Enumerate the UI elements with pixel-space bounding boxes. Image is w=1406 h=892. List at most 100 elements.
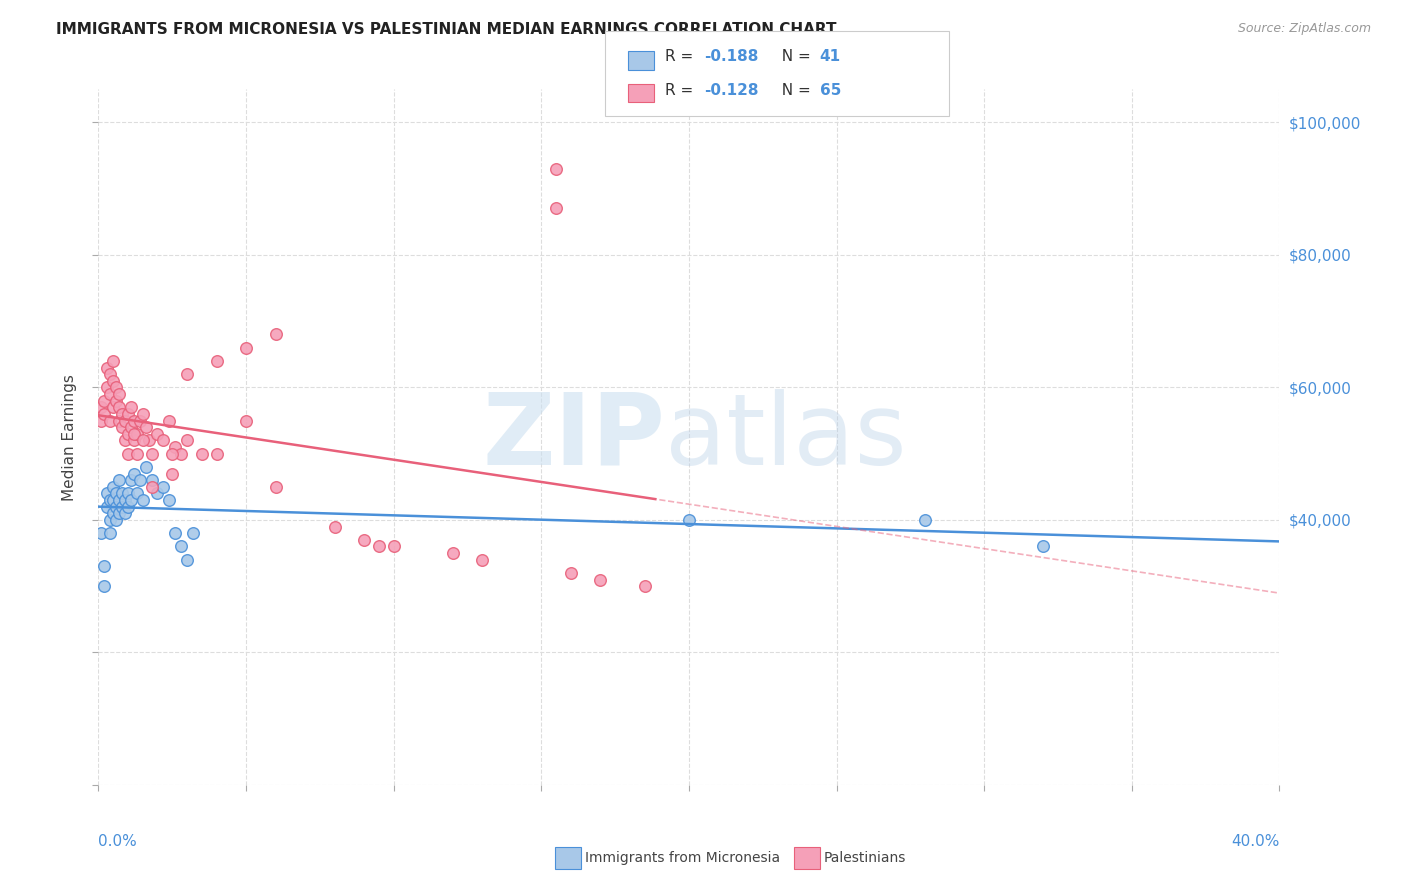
Point	[141, 480, 163, 494]
Text: Source: ZipAtlas.com: Source: ZipAtlas.com	[1237, 22, 1371, 36]
Point	[165, 440, 187, 454]
Point	[90, 526, 112, 541]
Point	[96, 486, 118, 500]
Point	[117, 500, 139, 514]
Point	[678, 513, 700, 527]
Point	[117, 447, 139, 461]
Point	[914, 513, 936, 527]
Point	[105, 380, 128, 394]
Point	[135, 459, 157, 474]
Point	[138, 434, 160, 448]
Text: N =: N =	[772, 83, 815, 98]
Point	[96, 360, 118, 375]
Point	[132, 434, 155, 448]
Point	[90, 401, 112, 415]
Point	[114, 506, 136, 520]
Point	[170, 447, 193, 461]
Point	[323, 519, 346, 533]
Point	[117, 486, 139, 500]
Point	[120, 473, 142, 487]
Point	[108, 493, 131, 508]
Point	[98, 413, 121, 427]
Point	[264, 480, 287, 494]
Text: N =: N =	[772, 49, 815, 64]
Text: Immigrants from Micronesia: Immigrants from Micronesia	[585, 851, 780, 865]
Point	[98, 367, 121, 381]
Point	[633, 579, 655, 593]
Point	[111, 407, 134, 421]
Point	[122, 426, 145, 441]
Point	[128, 473, 150, 487]
Point	[105, 393, 128, 408]
Point	[105, 486, 128, 500]
Text: R =: R =	[665, 49, 699, 64]
Point	[93, 559, 115, 574]
Point	[117, 407, 139, 421]
Point	[103, 401, 125, 415]
Point	[165, 526, 187, 541]
Point	[157, 493, 180, 508]
Point	[111, 500, 134, 514]
Point	[125, 426, 148, 441]
Point	[191, 447, 214, 461]
Point	[128, 413, 150, 427]
Text: ZIP: ZIP	[482, 389, 665, 485]
Point	[205, 447, 228, 461]
Point	[98, 387, 121, 401]
Point	[108, 401, 131, 415]
Point	[90, 413, 112, 427]
Point	[471, 552, 494, 566]
Point	[114, 434, 136, 448]
Text: -0.128: -0.128	[704, 83, 759, 98]
Point	[152, 434, 174, 448]
Text: IMMIGRANTS FROM MICRONESIA VS PALESTINIAN MEDIAN EARNINGS CORRELATION CHART: IMMIGRANTS FROM MICRONESIA VS PALESTINIA…	[56, 22, 837, 37]
Text: -0.188: -0.188	[704, 49, 759, 64]
Point	[114, 493, 136, 508]
Text: 41: 41	[820, 49, 841, 64]
Point	[162, 467, 183, 481]
Point	[117, 426, 139, 441]
Point	[108, 413, 131, 427]
Point	[111, 486, 134, 500]
Text: 0.0%: 0.0%	[98, 834, 138, 848]
Point	[98, 493, 121, 508]
Point	[441, 546, 464, 560]
Text: 40.0%: 40.0%	[1232, 834, 1279, 848]
Point	[560, 566, 582, 580]
Point	[98, 513, 121, 527]
Text: R =: R =	[665, 83, 699, 98]
Point	[132, 407, 155, 421]
Point	[176, 367, 198, 381]
Point	[122, 413, 145, 427]
Point	[152, 480, 174, 494]
Text: 65: 65	[820, 83, 841, 98]
Point	[103, 480, 125, 494]
Point	[141, 473, 163, 487]
Point	[1032, 540, 1054, 554]
Point	[120, 401, 142, 415]
Point	[122, 434, 145, 448]
Text: Palestinians: Palestinians	[824, 851, 907, 865]
Point	[103, 493, 125, 508]
Point	[141, 447, 163, 461]
Point	[132, 493, 155, 508]
Point	[96, 500, 118, 514]
Text: atlas: atlas	[665, 389, 907, 485]
Point	[120, 493, 142, 508]
Point	[205, 354, 228, 368]
Point	[98, 526, 121, 541]
Point	[93, 407, 115, 421]
Point	[181, 526, 204, 541]
Point	[176, 434, 198, 448]
Point	[96, 380, 118, 394]
Point	[103, 374, 125, 388]
Point	[546, 161, 568, 176]
Point	[170, 540, 193, 554]
Point	[162, 447, 183, 461]
Point	[105, 500, 128, 514]
Point	[235, 341, 257, 355]
Point	[157, 413, 180, 427]
Point	[108, 387, 131, 401]
Point	[105, 513, 128, 527]
Point	[125, 486, 148, 500]
